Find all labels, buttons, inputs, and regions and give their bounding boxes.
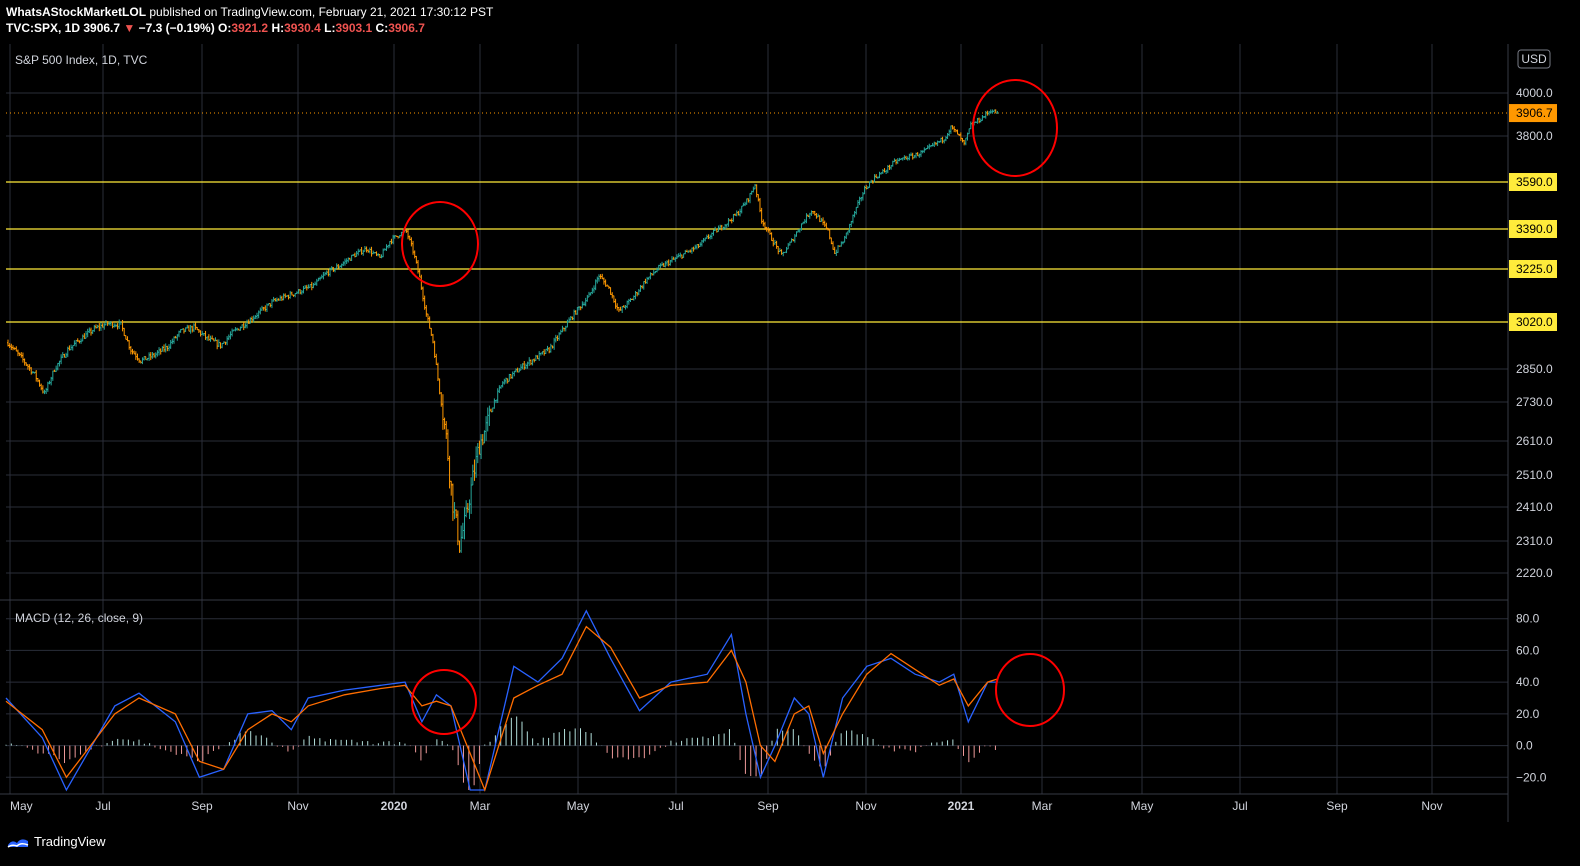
open-label: O:: [218, 21, 232, 35]
open-value: 3921.2: [231, 21, 269, 35]
macd-line: [5, 609, 998, 792]
time-tick-label: Nov: [1421, 799, 1442, 813]
symbol-label: TVC:SPX, 1D: [6, 21, 81, 35]
price-tick-label: 2410.0: [1516, 500, 1553, 514]
low-value: 3903.1: [335, 21, 373, 35]
close-value: 3906.7: [388, 21, 425, 35]
annotation-circle: [995, 653, 1065, 727]
change-value: −7.3 (−0.19%): [138, 21, 215, 35]
price-chart[interactable]: 4000.0 3800.0 2850.0 2730.0 2610.0 2510.0 2410…: [0, 44, 1580, 822]
support-resistance-levels: [6, 181, 1508, 323]
annotations: [401, 79, 1065, 735]
macd-tick-label: 20.0: [1516, 707, 1540, 721]
price-tick-label: 2220.0: [1516, 566, 1553, 580]
time-tick-label: Sep: [1326, 799, 1348, 813]
time-tick-label: Mar: [1032, 799, 1053, 813]
price-tick-label: 2730.0: [1516, 395, 1553, 409]
macd-tick-label: 80.0: [1516, 612, 1540, 626]
tradingview-logo-icon[interactable]: [6, 835, 30, 851]
time-tick-label: Sep: [191, 799, 213, 813]
price-tick-label: 2310.0: [1516, 534, 1553, 548]
signal-line: [5, 625, 998, 792]
last-price-axis-label: 3906.7: [1516, 106, 1553, 120]
close-label: C:: [375, 21, 389, 35]
published-text: published on TradingView.com, February 2…: [149, 5, 494, 19]
level-price-badge: [1509, 313, 1557, 331]
macd-tick-label: −20.0: [1516, 770, 1547, 784]
time-tick-label: Jul: [1232, 799, 1247, 813]
high-value: 3930.4: [284, 21, 321, 35]
time-tick-label: Jul: [668, 799, 683, 813]
macd-tick-label: 40.0: [1516, 675, 1540, 689]
currency-label: USD: [1521, 52, 1547, 66]
price-pane-title: S&P 500 Index, 1D, TVC: [15, 53, 148, 67]
annotation-circle: [411, 669, 477, 735]
author-name[interactable]: WhatsAStockMarketLOL: [6, 5, 147, 19]
currency-button[interactable]: USD: [1517, 49, 1551, 69]
price-axis[interactable]: 4000.0 3800.0 2850.0 2730.0 2610.0 2510.0 2410…: [1509, 86, 1557, 784]
level-price-label: 3590.0: [1516, 175, 1553, 189]
price-tick-label: 2510.0: [1516, 468, 1553, 482]
time-tick-label: 2020: [381, 799, 408, 813]
price-tick-label: 2610.0: [1516, 434, 1553, 448]
macd-tick-label: 0.0: [1516, 739, 1533, 753]
footer-brand[interactable]: TradingView: [34, 834, 106, 849]
low-label: L:: [324, 21, 336, 35]
time-tick-label: May: [1131, 799, 1154, 813]
time-tick-label: Nov: [855, 799, 876, 813]
macd-pane-title: MACD (12, 26, close, 9): [15, 611, 143, 625]
time-tick-label: May: [567, 799, 590, 813]
time-tick-label: Nov: [287, 799, 308, 813]
time-tick-label: Sep: [757, 799, 779, 813]
footer: TradingView: [0, 822, 1580, 866]
macd-tick-label: 60.0: [1516, 643, 1540, 657]
level-price-label: 3390.0: [1516, 222, 1553, 236]
annotation-circle: [972, 79, 1058, 177]
time-tick-label: Jul: [95, 799, 110, 813]
grid-lines: [0, 44, 1509, 822]
level-price-label: 3225.0: [1516, 262, 1553, 276]
last-price-badge: [1509, 104, 1557, 123]
annotation-circle: [401, 201, 479, 287]
time-tick-label: May: [10, 799, 33, 813]
level-price-label: 3020.0: [1516, 315, 1553, 329]
price-tick-label: 3800.0: [1516, 129, 1553, 143]
level-price-badge: [1509, 260, 1557, 278]
change-down-icon: ▼: [123, 21, 136, 35]
time-axis[interactable]: May Jul Sep Nov 2020 Mar May Jul Sep Nov 2021 Mar Ma…: [10, 799, 1443, 813]
level-price-badge: [1509, 220, 1557, 238]
price-tick-label: 4000.0: [1516, 86, 1553, 100]
high-label: H:: [271, 21, 285, 35]
candles: [7, 109, 999, 553]
price-tick-label: 2850.0: [1516, 362, 1553, 376]
macd-histogram: [5, 716, 996, 790]
level-price-badge: [1509, 173, 1557, 191]
macd-lines: [5, 609, 998, 792]
last-price: 3906.7: [83, 21, 121, 35]
chart-header: WhatsAStockMarketLOL published on Tradin…: [6, 4, 493, 36]
time-tick-label: 2021: [948, 799, 975, 813]
time-tick-label: Mar: [470, 799, 491, 813]
